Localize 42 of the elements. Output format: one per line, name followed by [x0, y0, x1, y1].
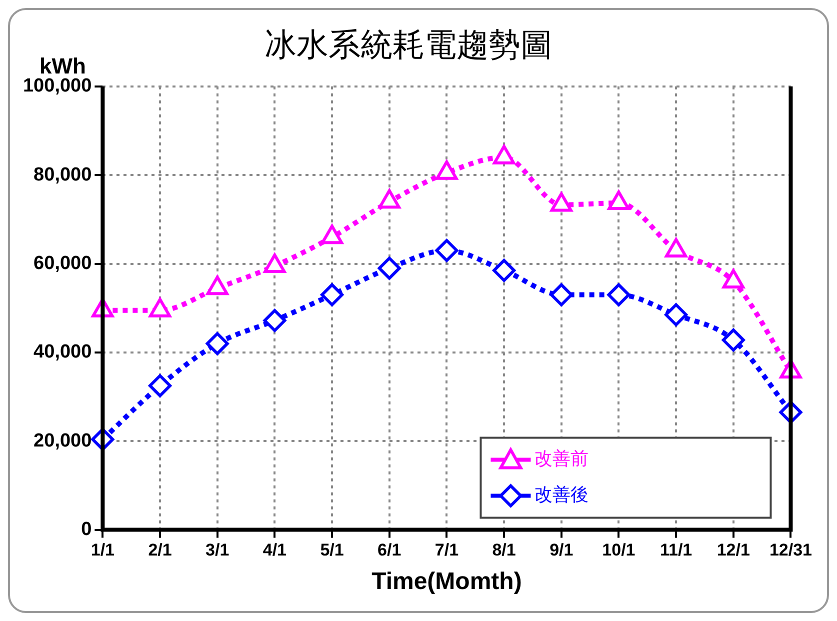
x-tick-label: 12/1 — [716, 540, 750, 560]
x-tick-label: 8/1 — [492, 540, 516, 560]
point — [206, 276, 228, 296]
y-axis-title: kWh — [39, 53, 86, 78]
point — [665, 238, 688, 258]
point — [321, 224, 344, 244]
point — [608, 190, 630, 210]
point — [550, 192, 572, 212]
x-tick-label: 7/1 — [434, 540, 459, 560]
point — [722, 328, 745, 352]
point — [206, 332, 229, 356]
point — [320, 283, 344, 306]
y-tick-label: 60,000 — [34, 252, 92, 274]
y-tick-label: 100,000 — [22, 76, 92, 97]
x-tick-label: 9/1 — [550, 540, 574, 560]
point — [263, 309, 286, 332]
point — [148, 374, 172, 398]
x-tick-label: 11/1 — [660, 540, 692, 560]
point — [550, 283, 573, 306]
x-tick-label: 10/1 — [602, 540, 636, 560]
y-tick-label: 80,000 — [34, 164, 92, 186]
y-tick-label: 40,000 — [34, 342, 92, 363]
x-tick-label: 12/31 — [769, 540, 812, 560]
x-axis-title: Time(Momth) — [372, 568, 522, 596]
y-tick-label: 20,000 — [34, 430, 92, 452]
point — [492, 258, 516, 282]
point — [493, 144, 516, 164]
point — [664, 303, 688, 326]
x-tick-label: 3/1 — [206, 540, 230, 560]
x-tick-label: 4/1 — [262, 540, 287, 560]
x-tick-label: 6/1 — [378, 540, 402, 560]
x-tick-label: 1/1 — [90, 540, 114, 560]
x-tick-label: 2/1 — [148, 540, 172, 560]
x-tick-label: 5/1 — [320, 540, 344, 560]
point — [378, 189, 400, 209]
point — [436, 160, 458, 180]
point — [264, 253, 286, 273]
point — [607, 283, 630, 306]
legend-label: 改善前 — [534, 448, 589, 470]
chart-title: 冰水系統耗電趨勢圖 — [264, 26, 552, 64]
legend-label: 改善後 — [534, 484, 589, 506]
y-tick-label: 0 — [81, 519, 92, 540]
